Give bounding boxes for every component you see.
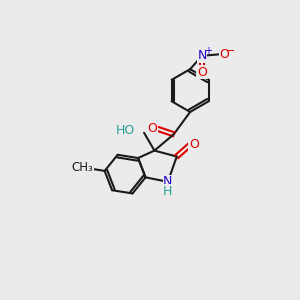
Text: HO: HO [116, 124, 135, 137]
Text: O: O [147, 122, 157, 135]
Text: N: N [163, 175, 172, 188]
Text: O: O [219, 48, 229, 61]
Text: O: O [189, 138, 199, 151]
Text: O: O [197, 66, 207, 79]
Text: H: H [163, 185, 172, 198]
Text: −: − [226, 46, 236, 56]
Text: N: N [197, 49, 207, 62]
Text: CH₃: CH₃ [71, 161, 93, 174]
Text: +: + [204, 46, 212, 56]
